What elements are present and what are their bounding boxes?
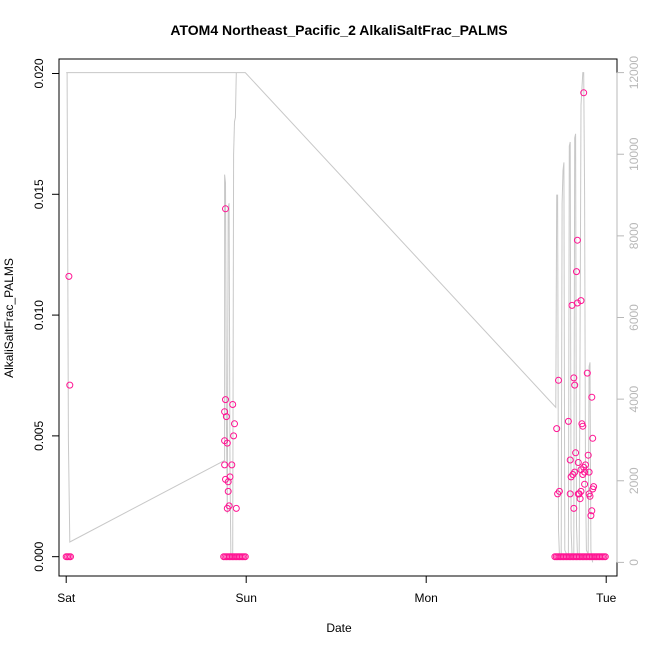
data-point — [571, 381, 579, 389]
data-point — [221, 461, 229, 469]
plot-frame — [58, 58, 618, 577]
data-point — [580, 89, 588, 97]
y-tick-label: 0.000 — [32, 541, 46, 571]
data-point — [226, 473, 234, 481]
data-point — [581, 468, 589, 476]
data-point — [228, 461, 236, 469]
data-point — [553, 425, 561, 433]
data-point — [586, 492, 594, 500]
data-point — [231, 420, 238, 428]
data-point — [573, 299, 581, 307]
data-point — [566, 456, 574, 464]
y-axis-right: 0 2000 4000 6000 8000 10000 12000 — [616, 56, 641, 566]
data-point — [574, 459, 582, 466]
data-point-zero — [241, 553, 249, 561]
y-tick-label: 0.020 — [32, 58, 46, 88]
data-point — [570, 504, 578, 512]
x-tick-label: Sun — [236, 591, 257, 605]
data-point — [229, 401, 237, 408]
data-point — [582, 461, 589, 469]
data-point — [555, 487, 563, 495]
x-tick-label: Sat — [57, 591, 76, 605]
data-point — [571, 468, 579, 476]
x-axis-label: Date — [326, 621, 352, 635]
y2-tick-label: 10000 — [627, 137, 641, 171]
data-point — [587, 512, 595, 520]
y-axis-left: 0.000 0.005 0.010 0.015 0.020 — [32, 58, 60, 572]
x-axis: Sat Sun Mon Tue — [57, 575, 617, 605]
chart-title: ATOM4 Northeast_Pacific_2 AlkaliSaltFrac… — [170, 22, 507, 38]
data-point — [223, 439, 231, 447]
data-point-zero — [67, 553, 74, 561]
data-point — [577, 297, 585, 305]
y2-tick-label: 0 — [627, 559, 641, 566]
y-tick-label: 0.010 — [32, 300, 46, 330]
y2-tick-label: 2000 — [627, 467, 641, 494]
data-point — [588, 507, 596, 515]
y2-tick-label: 8000 — [627, 222, 641, 249]
data-point — [566, 490, 574, 498]
data-point — [222, 205, 229, 213]
data-points-layer — [65, 89, 598, 520]
data-point — [577, 487, 585, 495]
y2-tick-label: 4000 — [627, 385, 641, 412]
data-point — [579, 422, 587, 430]
altitude-line-layer — [66, 72, 594, 563]
data-point — [230, 432, 238, 440]
data-point — [222, 396, 229, 404]
data-point — [65, 272, 73, 280]
data-point — [570, 374, 578, 382]
y2-tick-label: 12000 — [627, 56, 641, 90]
y-tick-label: 0.015 — [32, 179, 46, 209]
data-point — [585, 468, 593, 476]
data-point — [224, 487, 232, 495]
data-point — [564, 417, 572, 425]
data-point — [222, 413, 230, 421]
data-point — [66, 381, 74, 389]
data-point — [589, 434, 597, 442]
data-point — [555, 376, 562, 384]
y-tick-label: 0.005 — [32, 421, 46, 451]
data-point — [588, 393, 596, 401]
data-point — [232, 504, 240, 512]
zero-points-layer — [62, 553, 609, 561]
data-point — [221, 408, 229, 416]
data-point — [572, 449, 580, 457]
data-point — [223, 504, 231, 512]
data-point — [584, 451, 592, 459]
altitude-line — [66, 72, 594, 563]
data-point — [581, 480, 589, 488]
y2-tick-label: 6000 — [627, 304, 641, 331]
x-tick-label: Tue — [596, 591, 617, 605]
data-point-zero — [601, 553, 609, 561]
data-point — [224, 478, 232, 486]
data-point — [573, 236, 581, 244]
y-axis-label: AlkaliSaltFrac_PALMS — [2, 258, 16, 378]
x-tick-label: Mon — [415, 591, 438, 605]
data-point — [573, 268, 580, 276]
data-point — [583, 369, 591, 377]
data-point — [576, 495, 584, 503]
data-point — [589, 485, 597, 493]
